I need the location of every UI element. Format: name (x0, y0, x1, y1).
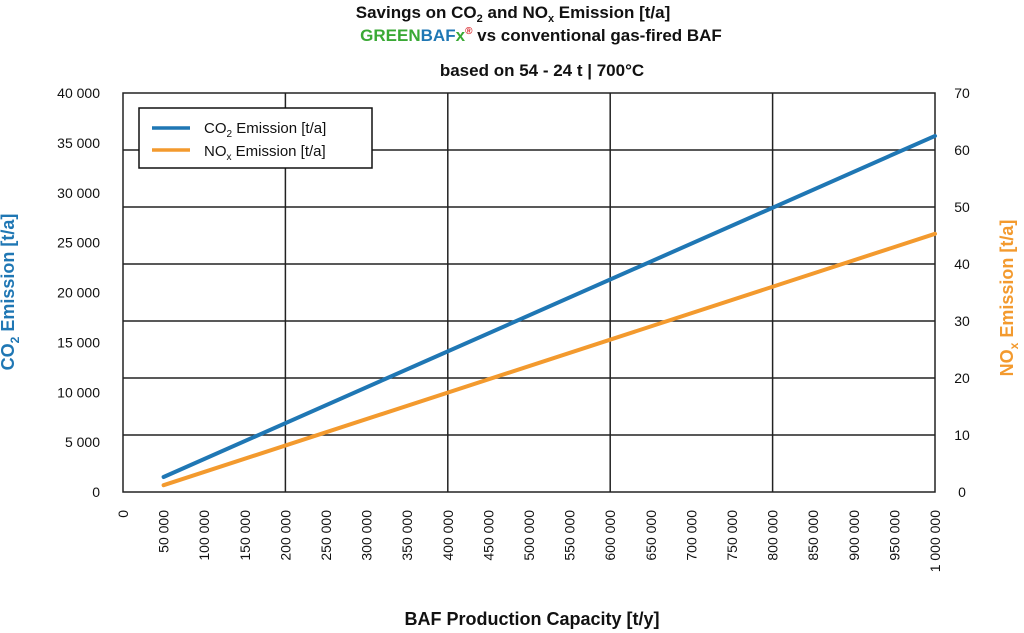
chart-title: Savings on CO2 and NOx Emission [t/a] (356, 3, 671, 25)
x-tick-label: 800 000 (765, 510, 781, 561)
y-left-axis-ticks: 0 5 000 10 000 15 000 20 000 25 000 30 000 35 0… (57, 85, 100, 500)
y-right-tick-label: 20 (954, 370, 970, 386)
y-right-axis-ticks: 0 10 20 30 40 50 60 70 (954, 85, 970, 500)
x-tick-label: 850 000 (805, 510, 821, 561)
legend-box (138, 107, 373, 169)
plot-frame (122, 92, 936, 493)
y-left-tick-label: 20 000 (57, 285, 100, 301)
x-tick-label: 50 000 (156, 510, 172, 553)
legend-nox-label: NOx Emission [t/a] (204, 143, 326, 163)
x-tick-label: 750 000 (724, 510, 740, 561)
y-right-tick-label: 60 (954, 142, 970, 158)
x-tick-label: 900 000 (846, 510, 862, 561)
y-left-tick-label: 10 000 (57, 384, 100, 400)
legend-co2-label: CO2 Emission [t/a] (204, 120, 326, 140)
y-right-tick-label: 30 (954, 313, 970, 329)
y-left-tick-label: 40 000 (57, 85, 100, 101)
x-tick-label: 1 000 000 (927, 510, 943, 572)
x-tick-label: 250 000 (318, 510, 334, 561)
y-left-tick-label: 5 000 (65, 434, 100, 450)
x-tick-label: 400 000 (440, 510, 456, 561)
y-left-tick-label: 0 (92, 484, 100, 500)
y-left-tick-label: 15 000 (57, 334, 100, 350)
y-left-tick-label: 30 000 (57, 185, 100, 201)
x-tick-label: 650 000 (643, 510, 659, 561)
x-tick-label: 350 000 (399, 510, 415, 561)
x-tick-label: 200 000 (277, 510, 293, 561)
x-tick-label: 300 000 (359, 510, 375, 561)
y-right-tick-label: 0 (958, 484, 966, 500)
x-tick-label: 450 000 (480, 510, 496, 561)
x-tick-label: 100 000 (196, 510, 212, 561)
x-tick-label: 550 000 (562, 510, 578, 561)
chart-subtitle: GREENBAFx® vs conventional gas-fired BAF (360, 26, 722, 45)
y-right-axis-label: NOx Emission [t/a] (997, 220, 1021, 377)
y-right-tick-label: 40 (954, 256, 970, 272)
series-line-nox (161, 231, 937, 488)
x-tick-label: 150 000 (237, 510, 253, 561)
series-lines (161, 133, 937, 488)
x-tick-label: 500 000 (521, 510, 537, 561)
x-axis-ticks: 0 50 000 100 000 150 000 200 000 250 000 300 0… (115, 510, 943, 573)
y-left-tick-label: 35 000 (57, 135, 100, 151)
y-right-tick-label: 50 (954, 199, 970, 215)
series-line-co2 (161, 133, 937, 479)
x-axis-label: BAF Production Capacity [t/y] (404, 609, 659, 629)
x-tick-label: 600 000 (602, 510, 618, 561)
y-left-tick-label: 25 000 (57, 235, 100, 251)
y-left-axis-label: CO2 Emission [t/a] (0, 214, 22, 371)
legend: CO2 Emission [t/a] NOx Emission [t/a] (138, 107, 373, 169)
y-right-tick-label: 70 (954, 85, 970, 101)
x-tick-label: 950 000 (886, 510, 902, 561)
chart-note: based on 54 - 24 t | 700°C (440, 61, 644, 80)
x-tick-label: 0 (115, 510, 131, 518)
x-tick-label: 700 000 (683, 510, 699, 561)
y-right-tick-label: 10 (954, 427, 970, 443)
